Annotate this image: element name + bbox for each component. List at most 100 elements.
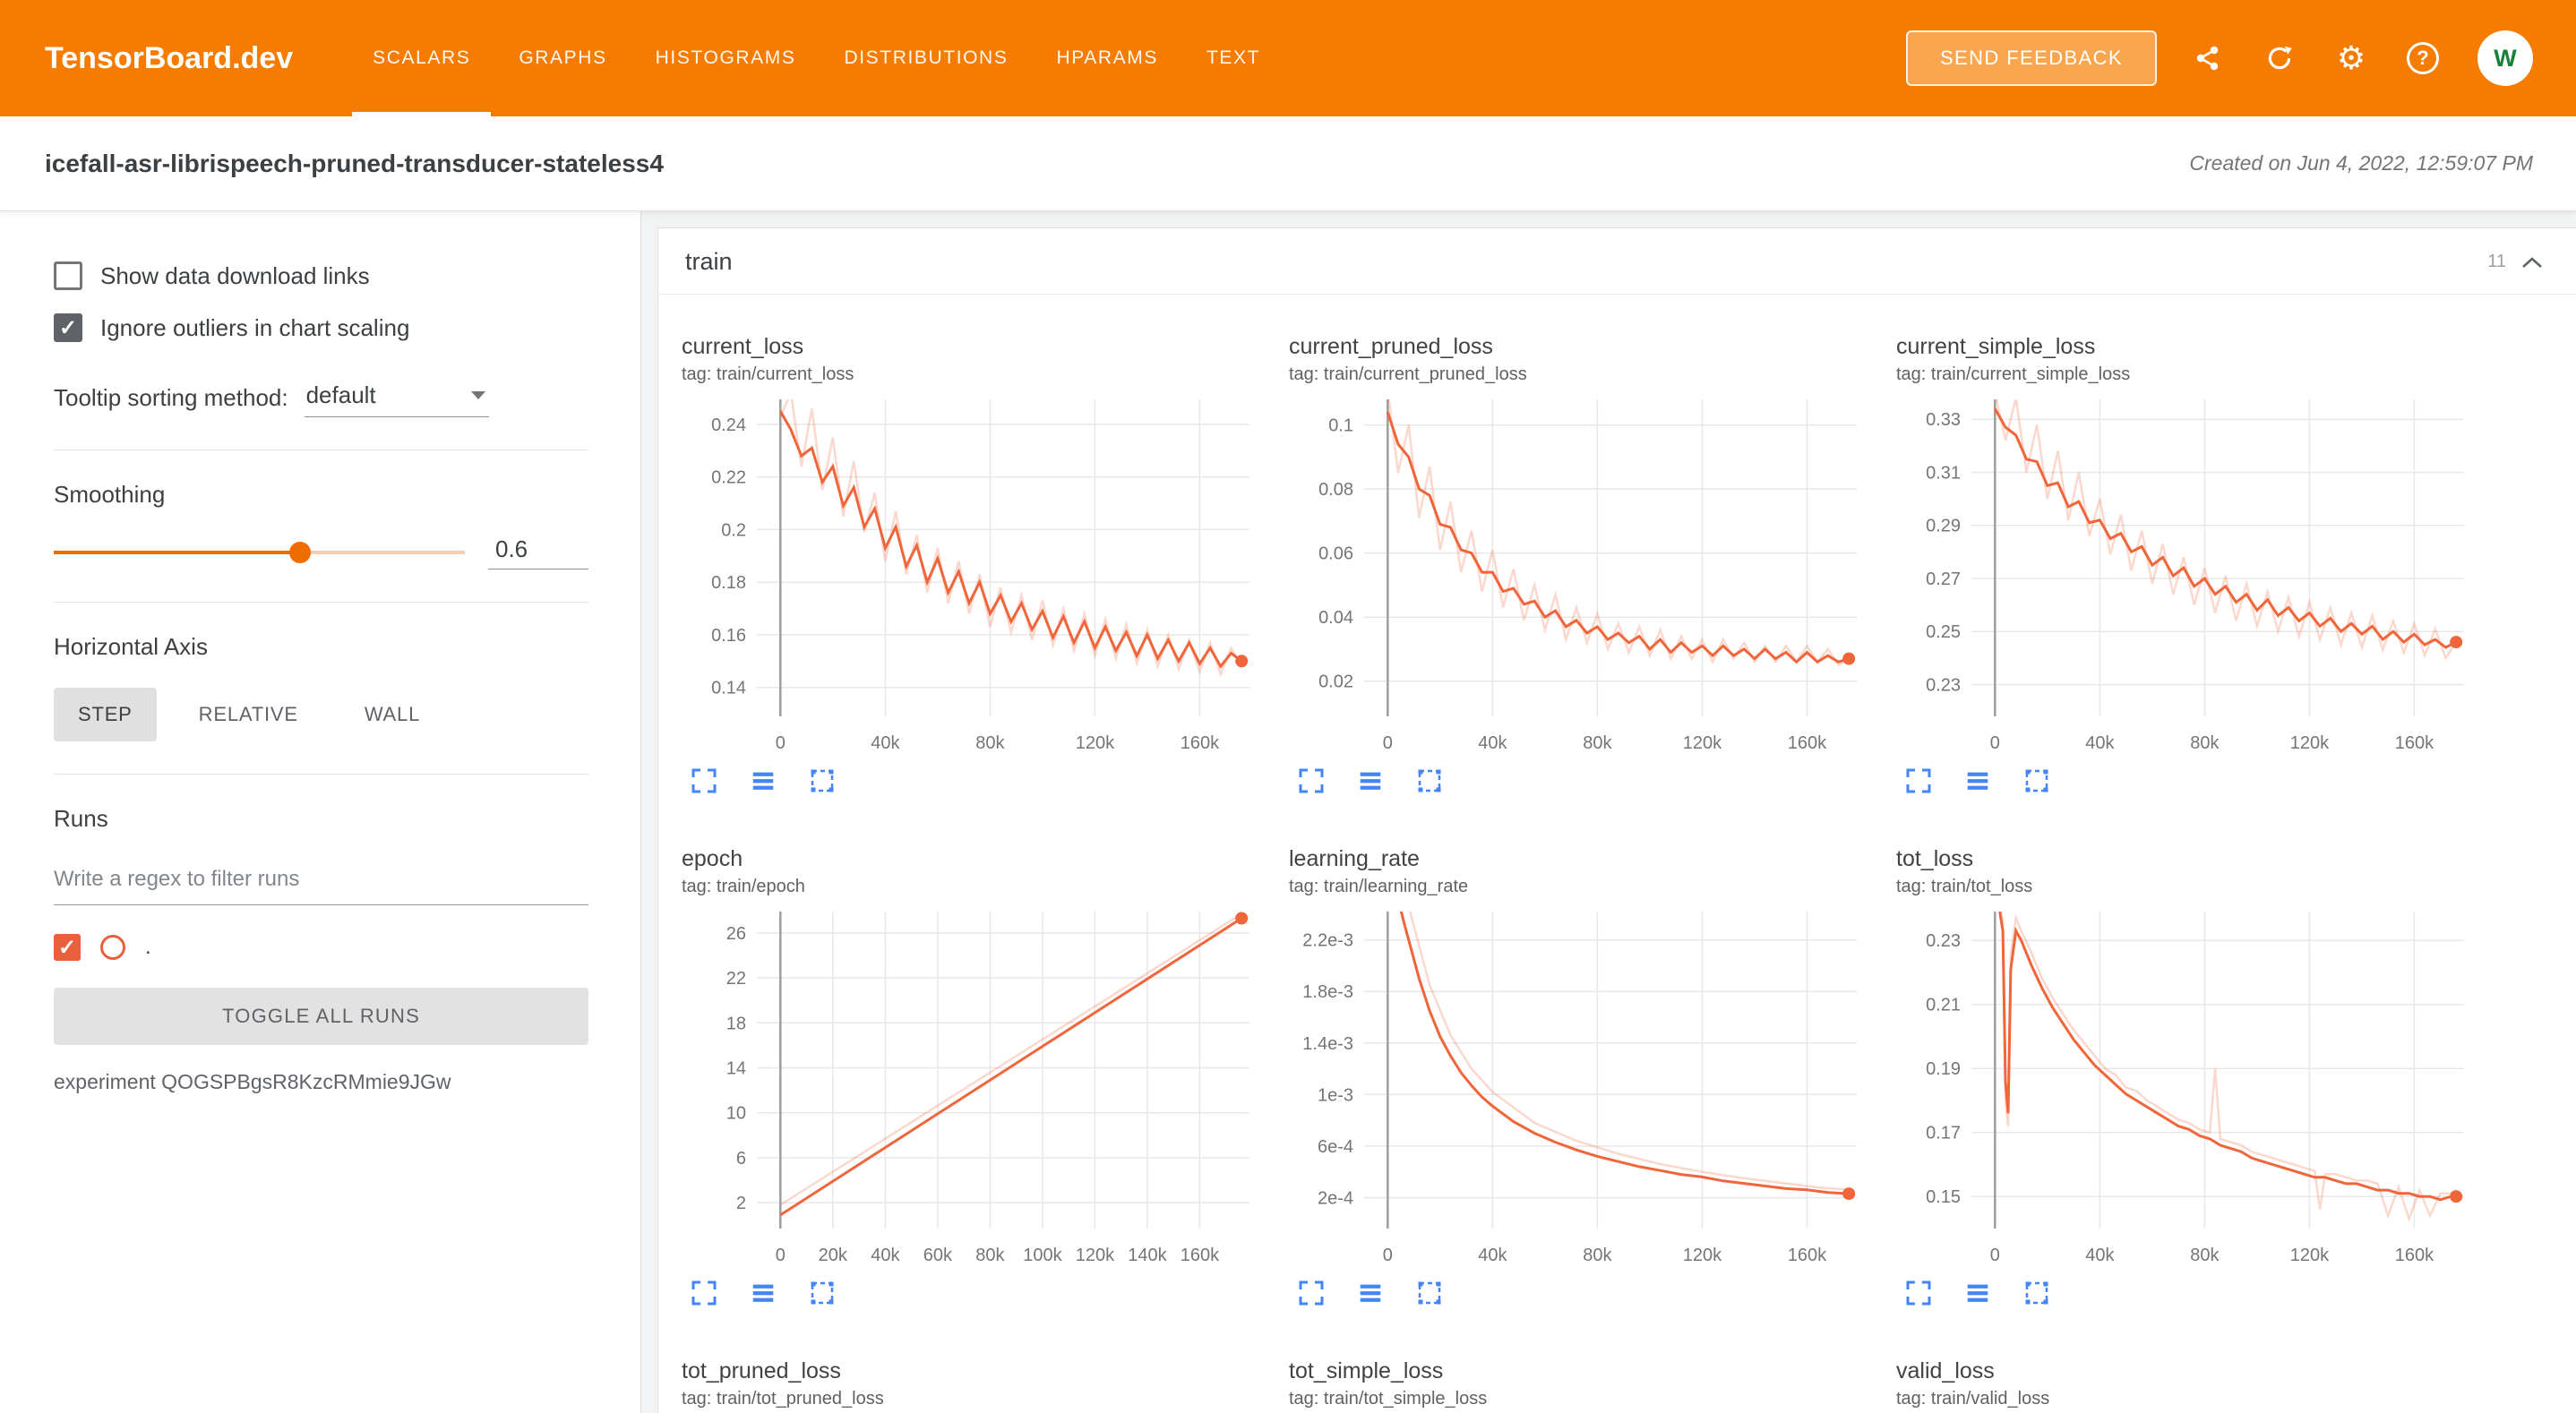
chart-plot[interactable]: 0.23 0.25 0.27 0.29 0.31 0.33 0 40k 80k 120k 160k [1896,392,2503,766]
nav-tab[interactable]: SCALARS [348,0,494,116]
chart-plot[interactable]: 0.02 0.04 0.06 0.08 0.1 0 40k 80k 120k 160k [1289,392,1896,766]
nav-tab[interactable]: HISTOGRAMS [631,0,820,116]
ignore-outliers-row[interactable]: Ignore outliers in chart scaling [54,313,588,342]
user-avatar[interactable]: W [2477,30,2533,86]
svg-text:40k: 40k [1478,1246,1507,1265]
show-download-links-row[interactable]: Show data download links [54,261,588,290]
svg-text:0.1: 0.1 [1328,416,1353,436]
nav-tab-label: SCALARS [373,47,471,68]
svg-text:26: 26 [726,924,746,944]
expand-chart-icon[interactable] [1903,766,1934,796]
nav-tab-label: HISTOGRAMS [655,47,796,68]
run-color-circle[interactable] [100,935,125,960]
nav-tab[interactable]: TEXT [1182,0,1284,116]
gear-glyph: ⚙ [2336,39,2366,76]
smoothing-slider[interactable] [54,536,465,569]
svg-text:0.04: 0.04 [1318,608,1353,628]
horizontal-axis-option[interactable]: STEP [54,688,157,741]
run-checkbox[interactable] [54,934,81,961]
chart-toolbar [1289,766,1896,796]
expand-chart-icon[interactable] [1296,1278,1327,1308]
slider-thumb[interactable] [289,542,312,563]
svg-text:0: 0 [1990,733,2000,753]
help-glyph: ? [2407,42,2439,74]
chart-tag: tag: train/current_pruned_loss [1289,364,1527,384]
svg-text:14: 14 [726,1059,746,1079]
chart-plot[interactable]: 2e-4 6e-4 1e-3 1.4e-3 1.8e-3 2.2e-3 0 40k 80k 120… [1289,904,1896,1278]
expand-chart-icon[interactable] [1296,766,1327,796]
nav-tabs: SCALARS GRAPHS HISTOGRAMS DISTRIBUTIONS … [348,0,1284,116]
svg-text:120k: 120k [2290,733,2330,753]
svg-text:0.24: 0.24 [711,415,746,435]
collapse-section-button[interactable] [2520,255,2544,270]
chart-plot[interactable]: 0.14 0.16 0.18 0.2 0.22 0.24 0 40k 80k 120k 160k [682,392,1289,766]
svg-text:120k: 120k [2290,1246,2330,1265]
svg-text:0: 0 [1383,1246,1393,1265]
expand-chart-icon[interactable] [689,1278,719,1308]
chart-title: epoch [682,846,743,871]
svg-text:0.25: 0.25 [1926,622,1961,642]
chevron-up-icon [2522,256,2542,268]
fit-domain-icon[interactable] [2022,766,2052,796]
app-logo[interactable]: TensorBoard.dev [45,40,294,75]
fit-domain-icon[interactable] [1414,1278,1445,1308]
tooltip-sorting-select[interactable]: default [304,381,489,417]
train-section-card: train 11 current_loss tag: train/current… [657,227,2576,1413]
svg-text:160k: 160k [1788,733,1827,753]
view-data-icon[interactable] [748,1278,778,1308]
fit-domain-icon[interactable] [2022,1278,2052,1308]
divider [54,774,588,775]
view-data-icon[interactable] [1355,1278,1386,1308]
run-row[interactable]: . [54,934,588,961]
toggle-all-runs-button[interactable]: TOGGLE ALL RUNS [54,988,588,1045]
chart-card: current_simple_loss tag: train/current_s… [1896,334,2503,796]
expand-chart-icon[interactable] [1903,1278,1934,1308]
chart-plot[interactable]: 2 6 10 14 18 22 26 0 20k 40k 60k 80k 100k 120k 140k 160… [682,904,1289,1278]
expand-chart-icon[interactable] [689,766,719,796]
chart-tag: tag: train/valid_loss [1896,1389,2050,1409]
train-section-header[interactable]: train 11 [658,228,2576,295]
nav-tab-label: HPARAMS [1056,47,1158,68]
view-data-icon[interactable] [1962,766,1993,796]
chart-title: valid_loss [1896,1358,1995,1383]
svg-text:160k: 160k [2395,733,2434,753]
nav-tab[interactable]: GRAPHS [494,0,631,116]
settings-gear-icon[interactable]: ⚙ [2331,38,2372,79]
send-feedback-button[interactable]: SEND FEEDBACK [1905,30,2157,86]
fit-domain-icon[interactable] [807,766,837,796]
nav-tab[interactable]: HPARAMS [1032,0,1182,116]
svg-text:2e-4: 2e-4 [1318,1189,1353,1209]
topbar-actions: SEND FEEDBACK ⚙ ? W [1905,0,2533,116]
show-download-links-checkbox[interactable] [54,261,82,290]
chart-card: tot_loss tag: train/tot_loss 0.15 0.17 0.1… [1896,846,2503,1308]
svg-text:20k: 20k [819,1246,848,1265]
chart-title: current_simple_loss [1896,334,2096,359]
runs-filter-input[interactable] [54,858,588,905]
chart-card: epoch tag: train/epoch 2 6 10 14 18 22 26 0 20k 4… [682,846,1289,1308]
fit-domain-icon[interactable] [1414,766,1445,796]
share-icon[interactable] [2187,38,2228,79]
svg-text:0.29: 0.29 [1926,517,1961,536]
chart-toolbar [682,766,1289,796]
svg-text:0.27: 0.27 [1926,569,1961,589]
refresh-icon[interactable] [2259,38,2300,79]
ignore-outliers-checkbox[interactable] [54,313,82,342]
section-title: train [685,248,733,275]
help-icon[interactable]: ? [2402,38,2443,79]
horizontal-axis-option[interactable]: WALL [340,688,444,741]
fit-domain-icon[interactable] [807,1278,837,1308]
view-data-icon[interactable] [1962,1278,1993,1308]
chart-plot[interactable]: 0.15 0.17 0.19 0.21 0.23 0 40k 80k 120k 160k [1896,904,2503,1278]
svg-text:0: 0 [776,733,786,753]
svg-text:2.2e-3: 2.2e-3 [1302,931,1353,951]
chart-card: current_pruned_loss tag: train/current_p… [1289,334,1896,796]
smoothing-value[interactable]: 0.6 [488,535,588,569]
svg-text:0.2: 0.2 [721,520,746,540]
svg-text:160k: 160k [1181,1246,1220,1265]
svg-text:1e-3: 1e-3 [1318,1085,1353,1105]
svg-text:0.31: 0.31 [1926,464,1961,484]
horizontal-axis-option[interactable]: RELATIVE [175,688,322,741]
nav-tab[interactable]: DISTRIBUTIONS [820,0,1032,116]
view-data-icon[interactable] [748,766,778,796]
view-data-icon[interactable] [1355,766,1386,796]
